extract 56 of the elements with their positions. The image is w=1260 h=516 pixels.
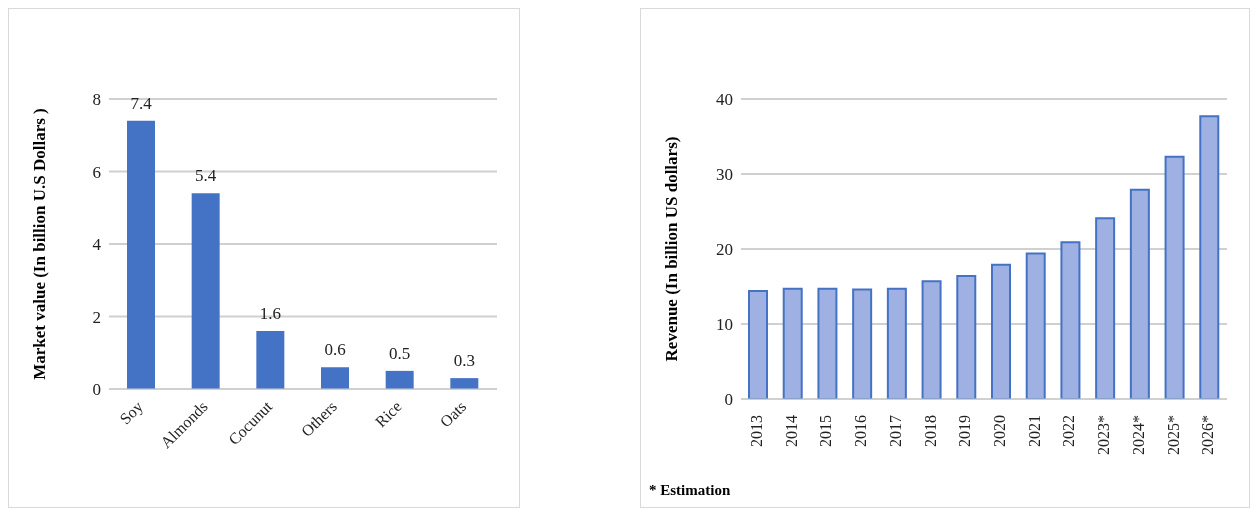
bar (991, 263, 1011, 399)
data-label: 5.4 (195, 166, 217, 186)
y-axis-title: Revenue (In billion US dollars) (662, 136, 682, 362)
y-tick-label: 40 (716, 90, 733, 110)
bar (385, 370, 414, 389)
x-tick-label: 2017 (886, 415, 904, 447)
bar (886, 287, 907, 399)
x-tick-label: 2015 (817, 415, 835, 447)
bar (817, 287, 838, 399)
data-label: 1.6 (259, 304, 281, 323)
bar (852, 288, 873, 399)
x-tick-label: 2014 (782, 415, 800, 447)
bar (782, 287, 803, 399)
y-tick-label: 10 (716, 315, 733, 335)
x-tick-label: 2018 (921, 415, 939, 447)
bar (1060, 241, 1081, 399)
data-label: 0.6 (324, 340, 346, 360)
bar (748, 290, 768, 399)
bar (191, 193, 220, 389)
bar (1095, 217, 1116, 399)
text: * Estimation (649, 482, 731, 499)
y-tick-label: 8 (92, 90, 101, 110)
x-tick-label: 2013 (748, 415, 766, 447)
data-label: 0.5 (389, 343, 411, 363)
data-label: 7.4 (130, 93, 153, 113)
bar (321, 367, 349, 389)
bar (1025, 252, 1046, 399)
bar (921, 280, 942, 399)
bar (956, 275, 977, 399)
y-tick-label: 2 (92, 307, 101, 327)
x-tick-label: 2026* (1199, 415, 1217, 455)
y-tick-label: 4 (92, 235, 102, 255)
x-tick-label: 2022 (1060, 415, 1078, 447)
x-tick-label: 2021 (1025, 415, 1043, 447)
bar (127, 120, 155, 389)
y-axis-title: Market value (In billion U.S Dollars ) (30, 108, 50, 380)
x-tick-label: Rice (371, 397, 405, 431)
bar (1164, 155, 1185, 399)
x-tick-label: 2024* (1129, 415, 1147, 455)
x-tick-label: 2023* (1095, 415, 1113, 455)
bar (450, 378, 479, 389)
data-label: 0.3 (453, 351, 475, 371)
x-tick-label: 2025* (1164, 415, 1182, 455)
x-tick-label: 2020 (991, 415, 1009, 447)
bar (1199, 115, 1220, 399)
y-tick-label: 0 (724, 390, 733, 410)
x-tick-label: Soy (116, 397, 147, 429)
x-tick-label: 2016 (852, 415, 870, 447)
bar (1129, 188, 1150, 399)
x-tick-label: 2019 (956, 415, 974, 447)
y-tick-label: 0 (92, 380, 101, 400)
y-tick-label: 20 (716, 240, 733, 260)
y-tick-label: 6 (92, 162, 101, 182)
bar (256, 331, 285, 389)
x-tick-label: Oats (436, 397, 470, 431)
y-tick-label: 30 (716, 165, 733, 185)
